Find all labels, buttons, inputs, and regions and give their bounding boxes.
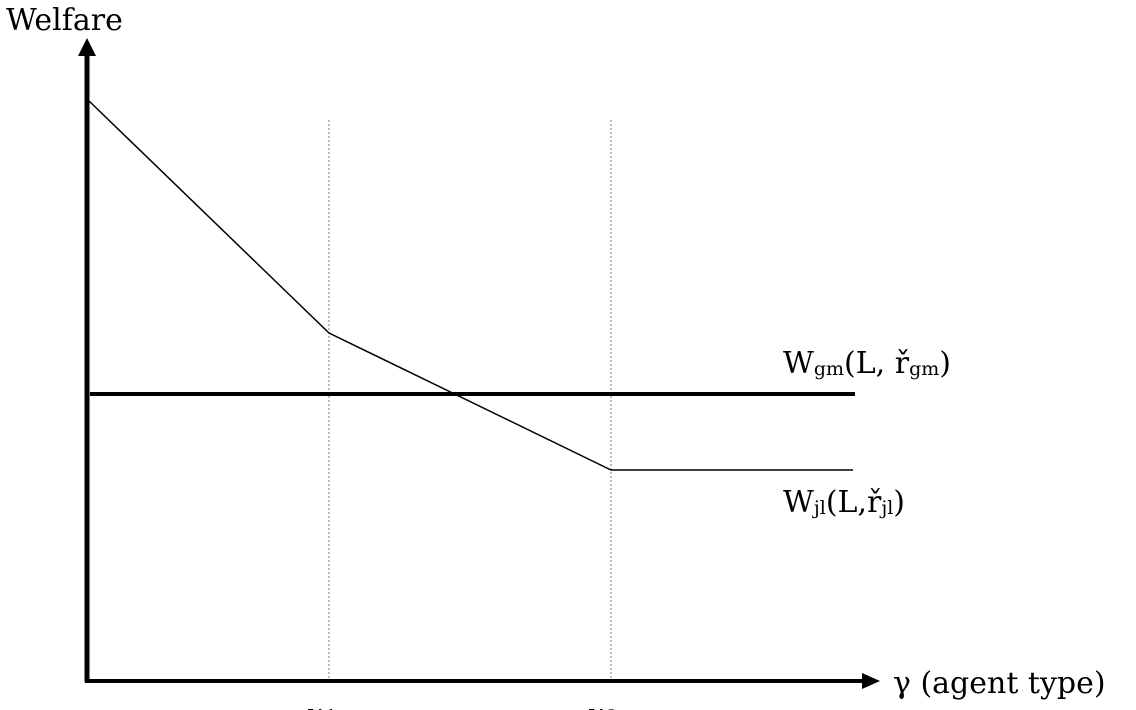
curve-jl-label-args-close: ) <box>893 485 905 520</box>
tick-label-gamma1-sub: 1 <box>325 706 337 710</box>
tick-label-gamma2-sub: 2 <box>606 706 618 710</box>
curve-jl-line <box>87 99 853 471</box>
curve-gm-label-args-sub: gm <box>909 358 939 380</box>
curve-gm-label: Wgm(L, řgm) <box>783 346 951 381</box>
tick-label-gamma2-base: γ <box>588 698 606 710</box>
curve-gm-label-sub: gm <box>814 358 844 380</box>
tick-label-gamma1-base: γ <box>307 698 325 710</box>
y-axis-title: Welfare <box>6 3 123 38</box>
curve-jl-label-args-open: (L,ř <box>826 485 882 520</box>
curve-jl-label: Wjl(L,řjl) <box>783 485 905 520</box>
tick-label-gamma1: γ1 <box>307 698 337 710</box>
curve-gm-label-args-close: ) <box>939 346 951 381</box>
x-axis-title: γ (agent type) <box>893 666 1106 701</box>
curve-gm-label-args-open: (L, ř <box>844 346 910 381</box>
curve-gm-label-base: W <box>783 346 814 381</box>
tick-label-gamma2: γ2 <box>588 698 618 710</box>
curve-jl-label-base: W <box>783 485 814 520</box>
y-axis-arrowhead <box>78 38 96 56</box>
x-axis-arrowhead <box>862 673 880 689</box>
curve-jl-label-args-sub: jl <box>879 497 893 519</box>
curve-jl-label-sub: jl <box>812 497 826 519</box>
